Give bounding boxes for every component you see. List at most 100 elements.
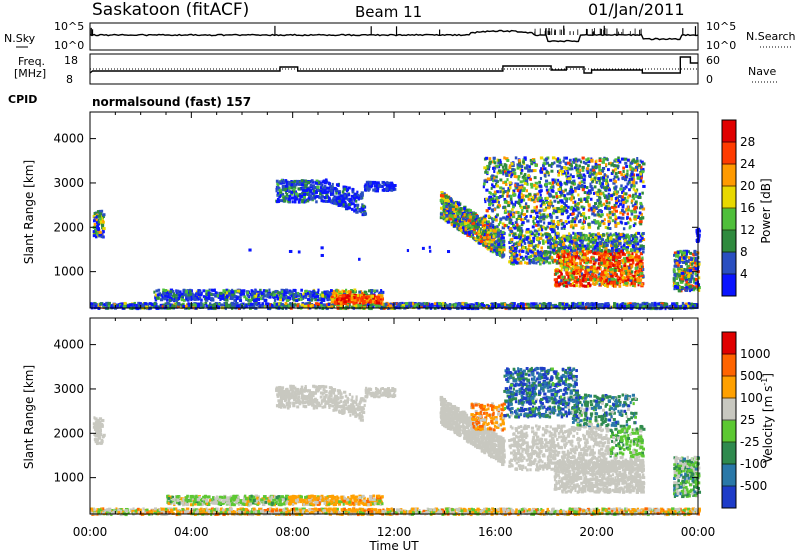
data-cell	[539, 156, 544, 160]
data-cell	[179, 295, 183, 299]
data-cell	[354, 298, 357, 302]
data-cell	[589, 168, 593, 172]
data-cell	[581, 168, 585, 172]
data-cell	[463, 207, 466, 211]
data-cell	[450, 223, 454, 227]
data-cell	[315, 293, 319, 297]
data-cell	[209, 293, 213, 297]
data-cell	[496, 225, 499, 229]
data-cell	[507, 173, 510, 177]
data-cell	[370, 184, 374, 188]
data-cell	[329, 191, 334, 195]
data-cell	[102, 227, 106, 231]
data-cell	[333, 195, 337, 199]
data-cell	[500, 302, 503, 306]
data-cell	[101, 219, 105, 223]
data-cell	[153, 290, 156, 294]
data-cell	[380, 304, 384, 308]
data-cell	[626, 216, 629, 220]
data-cell	[276, 183, 280, 187]
data-cell	[324, 292, 327, 296]
data-cell	[519, 302, 523, 306]
data-cell	[479, 235, 483, 239]
data-cell	[366, 295, 370, 299]
data-cell	[454, 218, 458, 222]
data-cell	[605, 204, 608, 208]
data-cell	[622, 210, 626, 214]
data-cell	[364, 188, 367, 192]
data-cell	[308, 189, 313, 193]
data-cell	[630, 185, 633, 189]
data-cell	[310, 298, 314, 302]
data-cell	[538, 211, 541, 215]
data-cell	[117, 305, 121, 309]
data-cell	[624, 161, 628, 165]
data-cell	[535, 208, 538, 212]
data-cell	[306, 298, 311, 302]
data-cell	[445, 217, 448, 221]
data-cell	[664, 307, 667, 311]
data-cell	[94, 304, 97, 308]
data-cell	[617, 156, 620, 160]
data-cell	[101, 215, 105, 219]
data-cell	[543, 215, 548, 219]
data-cell	[292, 288, 296, 292]
data-cell	[508, 304, 512, 308]
data-cell	[569, 167, 572, 171]
data-cell	[333, 301, 337, 305]
data-cell	[332, 304, 335, 308]
data-cell	[356, 193, 360, 197]
data-cell	[340, 196, 343, 200]
data-cell	[439, 216, 443, 220]
data-cell	[615, 198, 619, 202]
data-cell	[339, 305, 343, 309]
data-cell	[497, 243, 501, 247]
data-cell	[494, 233, 497, 237]
data-cell	[517, 211, 520, 215]
data-cell	[497, 244, 501, 248]
data-cell	[478, 222, 482, 226]
data-cell	[573, 305, 577, 309]
data-cell	[641, 167, 645, 171]
data-cell	[673, 302, 677, 306]
data-cell	[456, 222, 460, 226]
nave-label: Nave	[748, 65, 776, 78]
data-cell	[598, 168, 602, 172]
data-cell	[491, 183, 494, 187]
data-cell	[371, 305, 375, 309]
data-cell	[582, 212, 586, 216]
data-cell	[695, 303, 699, 307]
data-cell	[279, 194, 282, 198]
data-cell	[343, 187, 346, 191]
data-cell	[556, 170, 560, 174]
data-cell	[557, 157, 560, 161]
data-cell	[604, 194, 608, 198]
data-cell	[630, 218, 633, 222]
data-cell	[354, 208, 358, 212]
data-cell	[213, 302, 217, 306]
data-cell	[553, 199, 557, 203]
data-cell	[198, 296, 202, 300]
data-cell	[497, 238, 502, 242]
data-cell	[200, 298, 203, 302]
data-cell	[369, 299, 372, 303]
data-cell	[531, 197, 535, 201]
data-cell	[548, 194, 552, 198]
data-cell	[396, 304, 399, 308]
data-cell	[355, 195, 359, 199]
data-cell	[486, 177, 491, 181]
data-cell	[514, 200, 518, 204]
data-cell	[544, 197, 547, 201]
data-cell	[617, 216, 621, 220]
data-cell	[570, 167, 574, 171]
data-cell	[460, 222, 463, 226]
data-cell	[602, 176, 606, 180]
data-cell	[332, 197, 336, 201]
data-cell	[163, 297, 167, 301]
data-cell	[607, 192, 610, 196]
data-cell	[490, 201, 493, 205]
data-cell	[452, 201, 455, 205]
data-cell	[616, 196, 619, 200]
data-cell	[342, 185, 346, 189]
data-cell	[561, 189, 564, 193]
